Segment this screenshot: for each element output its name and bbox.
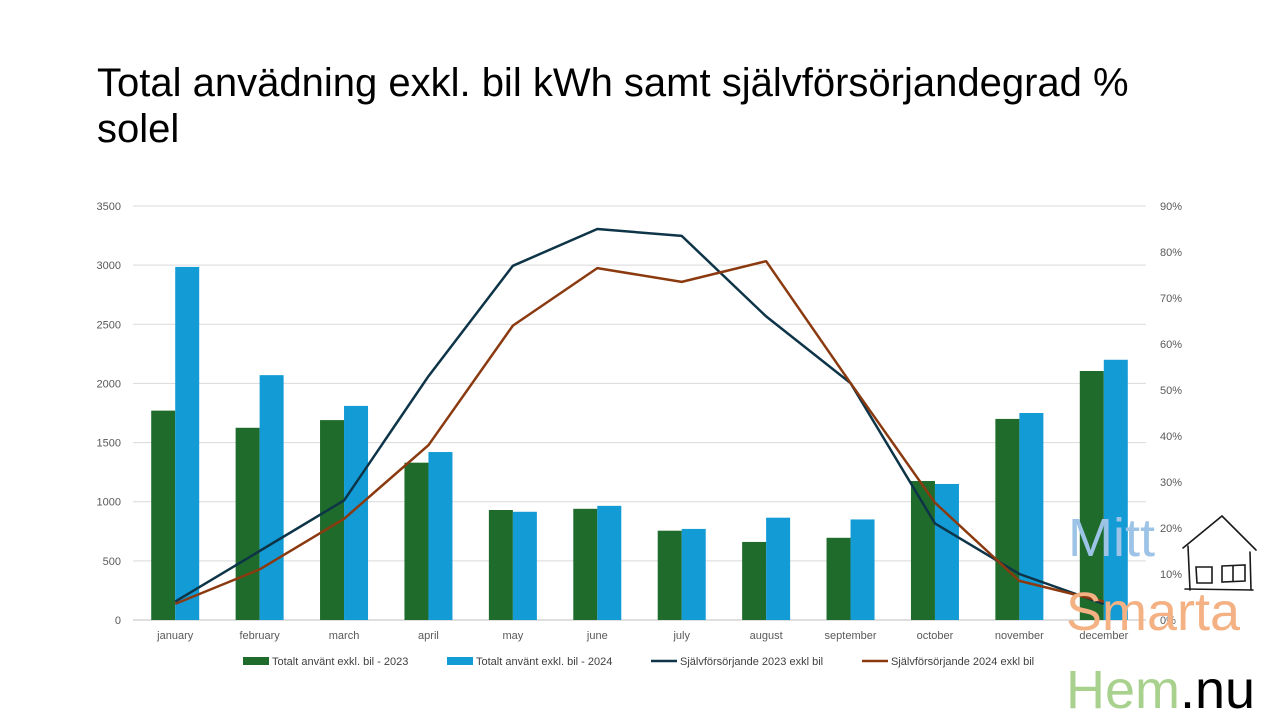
y-right-tick-label: 30% [1160, 477, 1182, 489]
bar-2023 [235, 427, 260, 620]
legend-swatch [447, 657, 473, 665]
y-left-tick-label: 2500 [97, 319, 121, 331]
bar-2024 [175, 266, 200, 620]
x-tick-label: march [329, 630, 360, 642]
bar-2023 [573, 508, 598, 620]
legend: Totalt använt exkl. bil - 2023 Totalt anv… [243, 656, 1034, 668]
bar-2024 [344, 405, 369, 620]
x-tick-label: september [825, 630, 877, 642]
slide-title: Total anvädning exkl. bil kWh samt själv… [97, 61, 1129, 151]
series-line-2024 [174, 259, 1105, 606]
bar-2024 [512, 511, 537, 620]
legend-label: Självförsörjande 2024 exkl bil [891, 656, 1034, 668]
y-left-tick-label: 1500 [97, 438, 121, 450]
bar-2023 [488, 509, 513, 620]
bar-2024 [766, 517, 791, 620]
bar-2023 [995, 418, 1020, 620]
x-tick-label: december [1079, 630, 1128, 642]
legend-label: Totalt använt exkl. bil - 2024 [476, 656, 612, 668]
y-right-tick-label: 80% [1160, 247, 1182, 259]
y-left-tick-label: 2000 [97, 378, 121, 390]
y-left-tick-label: 0 [115, 615, 121, 627]
bars [151, 266, 1128, 620]
x-tick-label: february [239, 630, 280, 642]
x-tick-label: november [995, 630, 1044, 642]
bar-2024 [1103, 359, 1128, 620]
x-tick-label: june [586, 630, 608, 642]
legend-swatch [243, 657, 269, 665]
y-left-tick-label: 3500 [97, 201, 121, 213]
y-right-tick-label: 70% [1160, 293, 1182, 305]
bar-2023 [1079, 371, 1104, 620]
y-left-tick-label: 500 [103, 556, 121, 568]
bar-2024 [428, 452, 453, 620]
legend-label: Totalt använt exkl. bil - 2023 [272, 656, 408, 668]
x-tick-label: august [750, 630, 783, 642]
x-tick-label: october [917, 630, 954, 642]
gridlines [133, 205, 1146, 621]
y-right-tick-label: 60% [1160, 339, 1182, 351]
y-right-tick-label: 0% [1160, 615, 1176, 627]
y-right-tick-label: 20% [1160, 523, 1182, 535]
series-lines [174, 227, 1105, 606]
bar-2024 [681, 528, 706, 620]
bar-2023 [826, 537, 851, 620]
bar-2024 [597, 505, 622, 620]
y-right-tick-label: 40% [1160, 431, 1182, 443]
bar-2024 [850, 519, 875, 620]
x-tick-label: july [672, 630, 690, 642]
bar-2023 [657, 530, 682, 620]
axis-labels: 0 500 1000 1500 2000 2500 3000 3500 0% 10% 20% 30% 4… [97, 201, 1183, 642]
y-right-tick-label: 10% [1160, 569, 1182, 581]
bar-2024 [1019, 413, 1044, 620]
series-line-2023 [174, 227, 1105, 606]
x-tick-label: january [156, 630, 194, 642]
bar-2024 [259, 375, 284, 620]
bar-2023 [404, 462, 429, 620]
x-tick-label: may [502, 630, 523, 642]
y-right-tick-label: 50% [1160, 385, 1182, 397]
y-left-tick-label: 3000 [97, 260, 121, 272]
bar-2023 [742, 541, 767, 620]
bar-2023 [151, 410, 176, 620]
y-right-tick-label: 90% [1160, 201, 1182, 213]
x-tick-label: april [418, 630, 439, 642]
legend-label: Självförsörjande 2023 exkl bil [680, 656, 823, 668]
y-left-tick-label: 1000 [97, 497, 121, 509]
